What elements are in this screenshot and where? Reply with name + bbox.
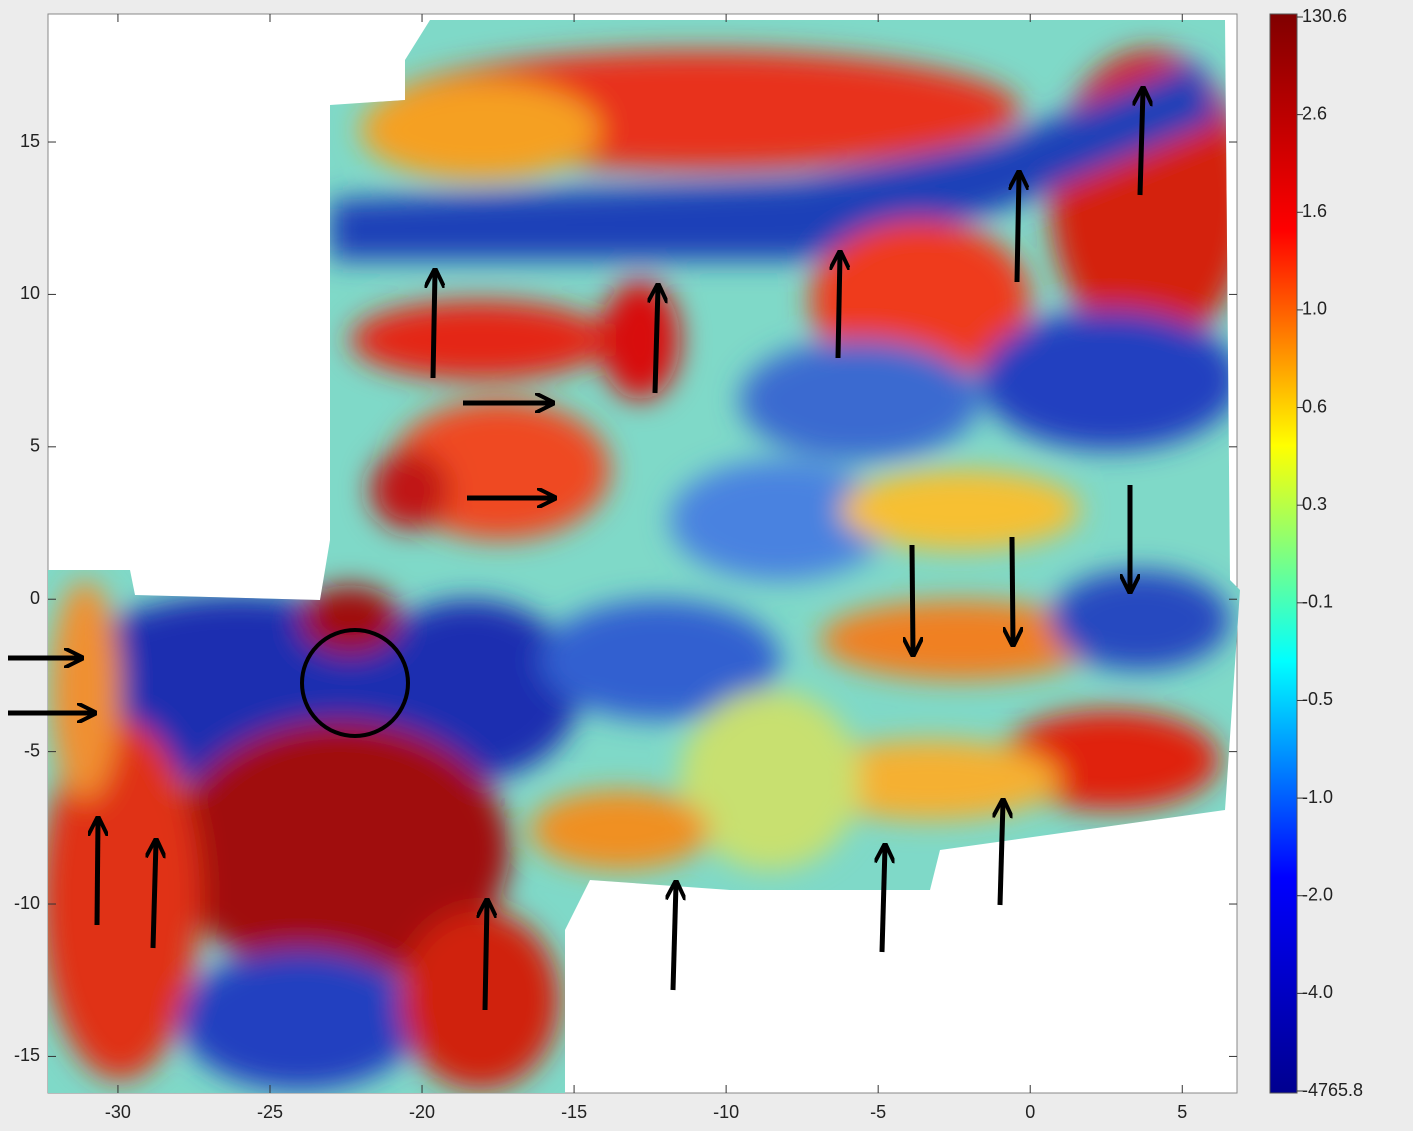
y-tick-label: 5 (30, 436, 40, 456)
x-tick-label: -5 (870, 1102, 886, 1122)
colorbar-tick-label: -0.5 (1302, 689, 1333, 709)
colorbar-tick-label: 1.0 (1302, 299, 1327, 319)
x-tick-label: -30 (105, 1102, 131, 1122)
y-tick-label: 0 (30, 588, 40, 608)
arrow (1017, 174, 1019, 283)
circle-marker (300, 628, 410, 738)
y-tick-label: -5 (24, 740, 40, 760)
arrow (485, 902, 487, 1011)
colorbar-tick-label: 1.6 (1302, 201, 1327, 221)
x-tick-label: -15 (561, 1102, 587, 1122)
y-tick-label: 10 (20, 283, 40, 303)
colorbar-tick-label: 130.6 (1302, 6, 1347, 26)
annotations (8, 90, 1143, 1011)
y-tick-label: -15 (14, 1045, 40, 1065)
colorbar-tick-label: -1.0 (1302, 787, 1333, 807)
arrow (1012, 536, 1013, 643)
x-tick-label: -25 (257, 1102, 283, 1122)
arrow (655, 287, 658, 394)
arrow (153, 842, 156, 949)
x-tick-label: -20 (409, 1102, 435, 1122)
colorbar-tick-label: 0.3 (1302, 494, 1327, 514)
arrow (1000, 802, 1003, 906)
arrow (97, 820, 98, 926)
arrow (912, 544, 913, 653)
colorbar-tick-label: -4.0 (1302, 982, 1333, 1002)
arrow (838, 254, 840, 359)
arrow (882, 847, 885, 953)
y-tick-label: 15 (20, 131, 40, 151)
colorbar (1269, 13, 1298, 1094)
colorbar-tick-label: 0.6 (1302, 396, 1327, 416)
colorbar-tick-label: -4765.8 (1302, 1080, 1363, 1100)
arrow (433, 272, 435, 379)
x-tick-label: 0 (1025, 1102, 1035, 1122)
colorbar-tick-label: 2.6 (1302, 103, 1327, 123)
arrow (673, 884, 676, 991)
y-tick-label: -10 (14, 893, 40, 913)
arrow (1140, 90, 1143, 196)
colorbar-tick-label: -2.0 (1302, 884, 1333, 904)
x-tick-label: -10 (713, 1102, 739, 1122)
x-tick-label: 5 (1177, 1102, 1187, 1122)
colorbar-tick-label: -0.1 (1302, 592, 1333, 612)
